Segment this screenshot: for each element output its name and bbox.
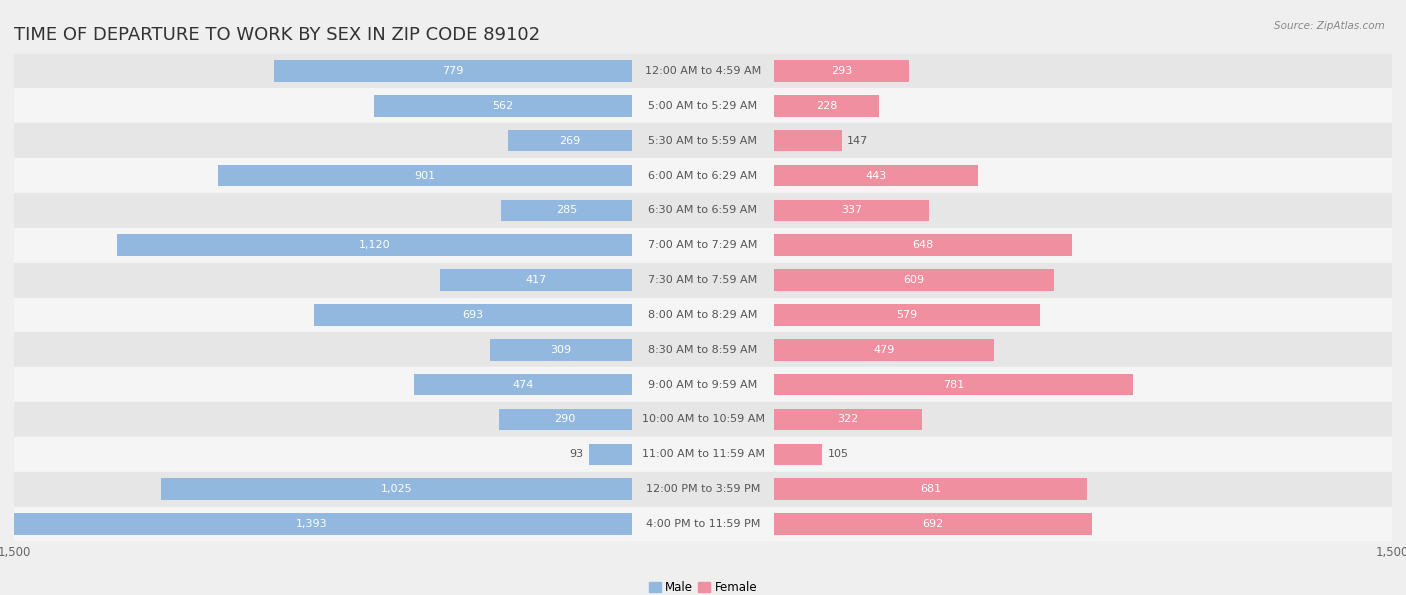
Text: 901: 901 [415, 171, 436, 180]
Text: 1,120: 1,120 [359, 240, 391, 250]
Text: 692: 692 [922, 519, 943, 529]
Bar [501, 199, 631, 221]
Bar [775, 513, 1092, 535]
Bar [14, 228, 1392, 262]
Text: 105: 105 [828, 449, 849, 459]
Bar [117, 234, 631, 256]
Bar [274, 60, 631, 82]
Bar [14, 437, 1392, 472]
Text: 579: 579 [897, 310, 918, 320]
Text: 9:00 AM to 9:59 AM: 9:00 AM to 9:59 AM [648, 380, 758, 390]
Text: 10:00 AM to 10:59 AM: 10:00 AM to 10:59 AM [641, 415, 765, 424]
Bar [499, 409, 631, 430]
Text: 293: 293 [831, 66, 852, 76]
Text: 290: 290 [554, 415, 576, 424]
Text: 12:00 AM to 4:59 AM: 12:00 AM to 4:59 AM [645, 66, 761, 76]
Bar [14, 472, 1392, 506]
Bar [775, 270, 1054, 291]
Bar [374, 95, 631, 117]
Text: 609: 609 [904, 275, 925, 285]
Text: 781: 781 [943, 380, 965, 390]
Text: 269: 269 [560, 136, 581, 146]
Bar [14, 402, 1392, 437]
Bar [314, 304, 631, 325]
Bar [14, 367, 1392, 402]
Bar [589, 443, 631, 465]
Text: Source: ZipAtlas.com: Source: ZipAtlas.com [1274, 21, 1385, 31]
Text: 8:30 AM to 8:59 AM: 8:30 AM to 8:59 AM [648, 345, 758, 355]
Text: 443: 443 [865, 171, 887, 180]
Text: 1,393: 1,393 [297, 519, 328, 529]
Text: 11:00 AM to 11:59 AM: 11:00 AM to 11:59 AM [641, 449, 765, 459]
Text: 7:00 AM to 7:29 AM: 7:00 AM to 7:29 AM [648, 240, 758, 250]
Text: 6:30 AM to 6:59 AM: 6:30 AM to 6:59 AM [648, 205, 758, 215]
Bar [508, 130, 631, 152]
Bar [218, 165, 631, 186]
Text: 779: 779 [443, 66, 464, 76]
Text: 309: 309 [550, 345, 571, 355]
Text: 337: 337 [841, 205, 862, 215]
Text: 4:00 PM to 11:59 PM: 4:00 PM to 11:59 PM [645, 519, 761, 529]
Bar [775, 374, 1133, 396]
Text: 7:30 AM to 7:59 AM: 7:30 AM to 7:59 AM [648, 275, 758, 285]
Text: 147: 147 [848, 136, 869, 146]
Bar [415, 374, 631, 396]
Text: 417: 417 [526, 275, 547, 285]
Bar [775, 339, 994, 361]
Text: 562: 562 [492, 101, 513, 111]
Bar [14, 298, 1392, 333]
Text: 93: 93 [569, 449, 583, 459]
Text: 322: 322 [838, 415, 859, 424]
Bar [775, 409, 922, 430]
Bar [14, 123, 1392, 158]
Bar [775, 95, 879, 117]
Text: 5:30 AM to 5:59 AM: 5:30 AM to 5:59 AM [648, 136, 758, 146]
Bar [775, 234, 1071, 256]
Bar [775, 199, 929, 221]
Bar [14, 333, 1392, 367]
Text: 5:00 AM to 5:29 AM: 5:00 AM to 5:29 AM [648, 101, 758, 111]
Text: 285: 285 [555, 205, 576, 215]
Text: TIME OF DEPARTURE TO WORK BY SEX IN ZIP CODE 89102: TIME OF DEPARTURE TO WORK BY SEX IN ZIP … [14, 26, 540, 43]
Bar [14, 89, 1392, 123]
Text: 228: 228 [815, 101, 837, 111]
Bar [489, 339, 631, 361]
Bar [162, 478, 631, 500]
Bar [775, 130, 842, 152]
Legend: Male, Female: Male, Female [644, 577, 762, 595]
Text: 479: 479 [873, 345, 894, 355]
Bar [14, 54, 1392, 89]
Text: 6:00 AM to 6:29 AM: 6:00 AM to 6:29 AM [648, 171, 758, 180]
Bar [775, 60, 908, 82]
Bar [775, 478, 1087, 500]
Text: 681: 681 [920, 484, 941, 494]
Text: 648: 648 [912, 240, 934, 250]
Bar [14, 506, 1392, 541]
Bar [14, 158, 1392, 193]
Bar [775, 304, 1040, 325]
Bar [775, 443, 823, 465]
Text: 474: 474 [512, 380, 534, 390]
Bar [14, 262, 1392, 298]
Bar [775, 165, 977, 186]
Bar [14, 193, 1392, 228]
Text: 12:00 PM to 3:59 PM: 12:00 PM to 3:59 PM [645, 484, 761, 494]
Text: 693: 693 [463, 310, 484, 320]
Bar [0, 513, 631, 535]
Text: 1,025: 1,025 [381, 484, 412, 494]
Bar [440, 270, 631, 291]
Text: 8:00 AM to 8:29 AM: 8:00 AM to 8:29 AM [648, 310, 758, 320]
